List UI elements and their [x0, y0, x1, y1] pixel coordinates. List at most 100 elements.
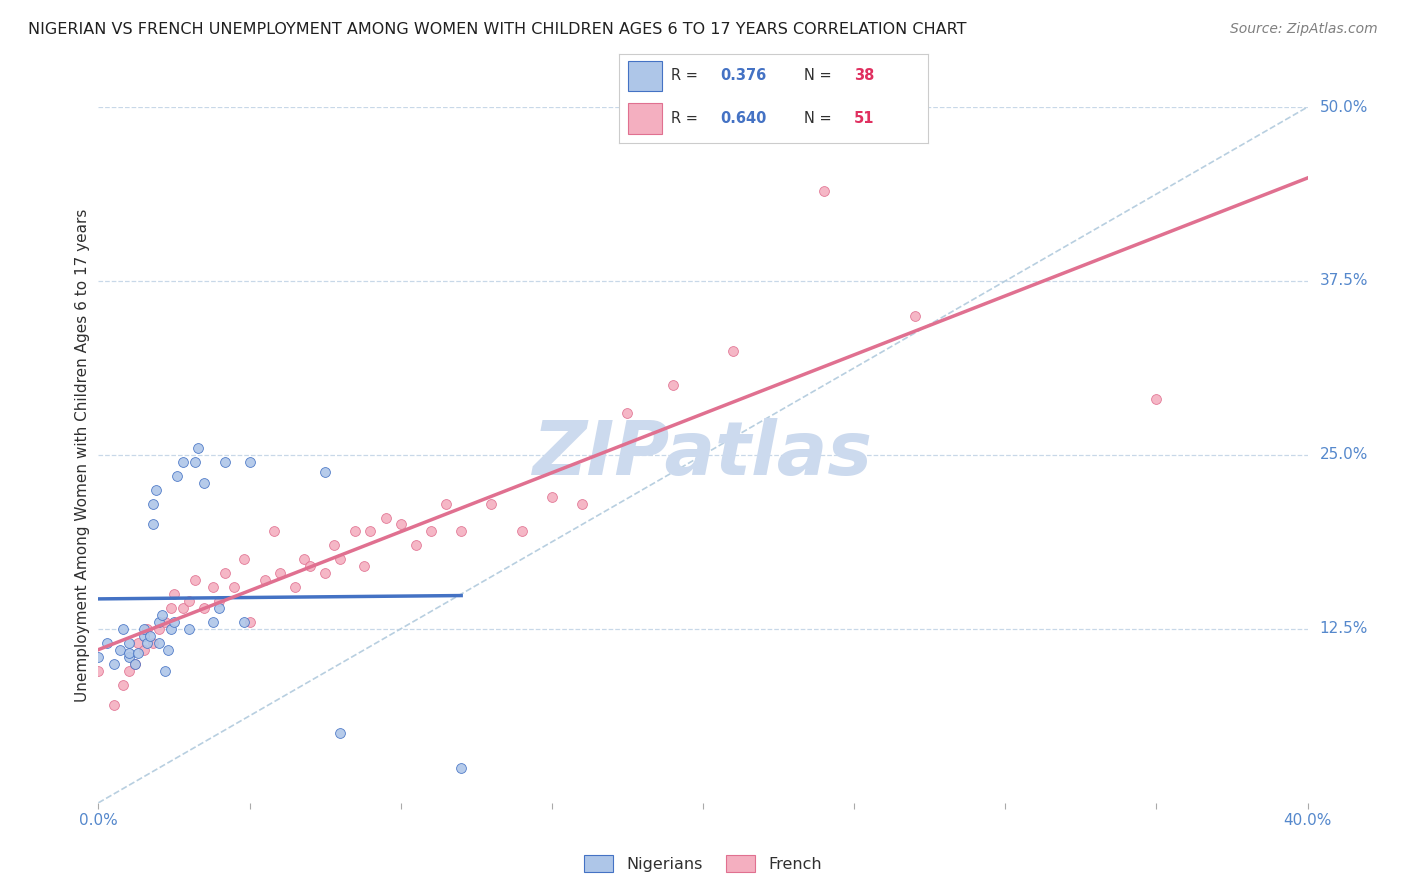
Point — [187, 441, 209, 455]
Point — [103, 698, 125, 713]
FancyBboxPatch shape — [628, 61, 662, 91]
Point — [153, 615, 176, 629]
Point — [202, 615, 225, 629]
Point — [132, 622, 155, 636]
Text: R =: R = — [671, 69, 703, 83]
Text: N =: N = — [804, 112, 837, 126]
Point — [214, 455, 236, 469]
Point — [132, 642, 155, 657]
Point — [193, 601, 215, 615]
Point — [160, 601, 183, 615]
Point — [108, 642, 131, 657]
Point — [127, 646, 149, 660]
Legend: Nigerians, French: Nigerians, French — [578, 849, 828, 879]
Point — [419, 524, 441, 539]
Point — [148, 636, 170, 650]
Text: ZIPatlas: ZIPatlas — [533, 418, 873, 491]
Point — [184, 455, 207, 469]
Point — [329, 726, 352, 740]
Text: 51: 51 — [853, 112, 875, 126]
Point — [450, 761, 472, 775]
Point — [904, 309, 927, 323]
Point — [374, 510, 396, 524]
Point — [510, 524, 533, 539]
Point — [224, 580, 246, 594]
Point — [269, 566, 291, 581]
Text: Source: ZipAtlas.com: Source: ZipAtlas.com — [1230, 22, 1378, 37]
Point — [96, 636, 118, 650]
Point — [139, 629, 162, 643]
Point — [150, 607, 173, 622]
Point — [127, 636, 149, 650]
Point — [481, 497, 503, 511]
Text: 25.0%: 25.0% — [1320, 448, 1368, 462]
Point — [148, 615, 170, 629]
Text: NIGERIAN VS FRENCH UNEMPLOYMENT AMONG WOMEN WITH CHILDREN AGES 6 TO 17 YEARS COR: NIGERIAN VS FRENCH UNEMPLOYMENT AMONG WO… — [28, 22, 966, 37]
Point — [616, 406, 638, 420]
Point — [193, 475, 215, 490]
Point — [111, 677, 134, 691]
Point — [184, 573, 207, 587]
Point — [118, 646, 141, 660]
Point — [253, 573, 276, 587]
Point — [156, 642, 179, 657]
Point — [360, 524, 382, 539]
Point — [661, 378, 683, 392]
Point — [344, 524, 367, 539]
Text: 38: 38 — [853, 69, 875, 83]
Point — [389, 517, 412, 532]
Point — [232, 552, 254, 566]
Point — [284, 580, 307, 594]
Point — [142, 497, 165, 511]
Point — [177, 594, 201, 608]
Point — [124, 657, 146, 671]
Point — [299, 559, 322, 574]
Point — [87, 664, 110, 678]
Point — [813, 184, 835, 198]
Point — [172, 601, 194, 615]
Point — [172, 455, 194, 469]
Point — [450, 524, 472, 539]
Point — [208, 594, 231, 608]
Point — [232, 615, 254, 629]
Point — [314, 465, 336, 479]
Point — [142, 517, 165, 532]
Point — [142, 636, 165, 650]
Point — [540, 490, 562, 504]
Point — [103, 657, 125, 671]
Text: 12.5%: 12.5% — [1320, 622, 1368, 636]
Text: 0.376: 0.376 — [721, 69, 766, 83]
Point — [239, 615, 262, 629]
Point — [208, 601, 231, 615]
Point — [166, 468, 188, 483]
Point — [202, 580, 225, 594]
Point — [163, 587, 186, 601]
Point — [135, 636, 157, 650]
Point — [405, 538, 427, 552]
Point — [177, 622, 201, 636]
Point — [118, 636, 141, 650]
Point — [263, 524, 285, 539]
FancyBboxPatch shape — [628, 103, 662, 134]
Point — [721, 343, 744, 358]
Y-axis label: Unemployment Among Women with Children Ages 6 to 17 years: Unemployment Among Women with Children A… — [75, 208, 90, 702]
Point — [329, 552, 352, 566]
Point — [135, 622, 157, 636]
Point — [353, 559, 375, 574]
Point — [111, 622, 134, 636]
Point — [148, 622, 170, 636]
Text: 50.0%: 50.0% — [1320, 100, 1368, 114]
Point — [571, 497, 593, 511]
Point — [239, 455, 262, 469]
Point — [434, 497, 457, 511]
Point — [314, 566, 336, 581]
Point — [118, 664, 141, 678]
Point — [292, 552, 315, 566]
Point — [323, 538, 346, 552]
Point — [163, 615, 186, 629]
Point — [87, 649, 110, 664]
Text: N =: N = — [804, 69, 837, 83]
Point — [1144, 392, 1167, 407]
Point — [124, 657, 146, 671]
Text: 37.5%: 37.5% — [1320, 274, 1368, 288]
